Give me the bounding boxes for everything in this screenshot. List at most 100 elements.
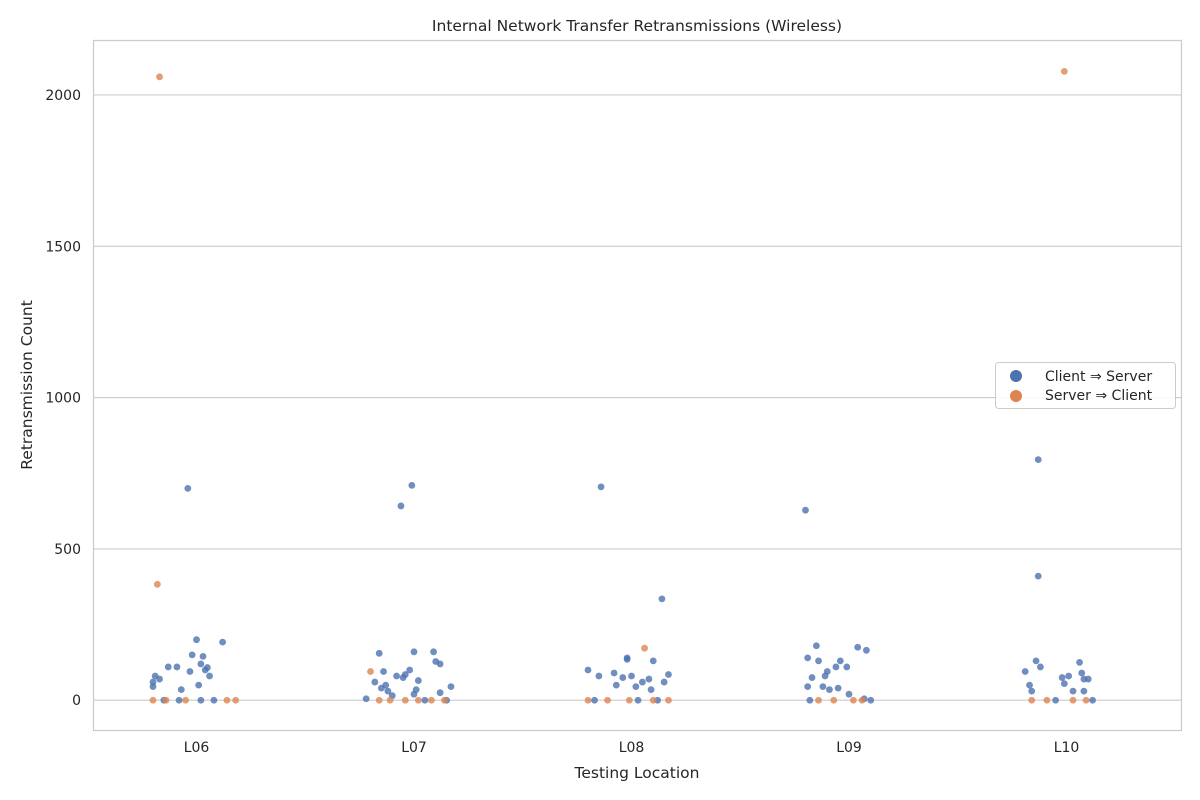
point-s0-104	[1089, 696, 1096, 704]
point-s0-96	[1065, 672, 1073, 680]
point-s0-34	[406, 666, 414, 674]
point-s1-7	[367, 668, 374, 675]
point-s0-77	[832, 663, 840, 671]
x-tick-label-l10: L10	[1054, 740, 1080, 756]
point-s0-91	[1034, 456, 1042, 464]
point-s0-50	[597, 483, 605, 491]
point-s0-78	[834, 684, 842, 692]
grid-lines	[93, 94, 1182, 701]
point-s0-84	[863, 646, 870, 654]
point-s1-28	[1082, 696, 1090, 704]
point-s0-71	[812, 642, 820, 650]
point-s0-73	[819, 683, 827, 691]
point-s0-10	[193, 636, 200, 644]
point-s0-23	[371, 678, 379, 686]
point-s0-85	[806, 696, 814, 704]
point-s1-9	[386, 696, 394, 704]
point-s1-16	[625, 696, 633, 704]
point-s1-14	[584, 696, 592, 704]
point-s0-5	[173, 663, 181, 671]
data-points	[149, 67, 1096, 704]
legend: Client ⇒ Server Server ⇒ Client	[995, 362, 1176, 409]
point-s0-39	[414, 677, 422, 684]
y-tick-label-4: 2000	[45, 88, 81, 104]
point-s0-7	[184, 484, 192, 492]
point-s0-79	[836, 657, 844, 665]
point-s0-36	[410, 648, 418, 656]
point-s1-24	[1028, 696, 1036, 704]
point-s1-19	[665, 696, 672, 704]
point-s0-16	[206, 672, 213, 680]
point-s1-2	[182, 696, 190, 704]
point-s1-17	[641, 644, 648, 652]
point-s0-26	[380, 668, 387, 675]
point-s0-58	[638, 678, 646, 686]
point-s0-30	[393, 672, 400, 680]
point-s1-18	[649, 696, 657, 704]
legend-marker-server-to-client	[1010, 390, 1022, 402]
point-s0-17	[219, 638, 227, 646]
point-s0-33	[401, 671, 409, 678]
point-s1-4	[232, 696, 240, 704]
y-tick-label-2: 1000	[45, 391, 81, 407]
point-s0-70	[808, 674, 816, 681]
point-s0-24	[375, 649, 383, 657]
point-s0-6	[177, 686, 185, 694]
point-s0-20	[197, 696, 205, 704]
y-tick-label-0: 0	[72, 693, 81, 709]
x-tick-label-l06: L06	[184, 740, 210, 756]
point-s1-26	[1060, 67, 1068, 75]
point-s1-8	[375, 696, 383, 704]
point-s0-75	[823, 668, 831, 675]
point-s0-65	[634, 696, 642, 704]
point-s0-88	[1026, 681, 1033, 689]
x-axis-title: Testing Location	[574, 764, 700, 782]
x-tick-label-l07: L07	[401, 740, 427, 756]
y-tick-label-1: 500	[54, 542, 81, 558]
point-s0-61	[649, 657, 657, 665]
point-s0-4	[164, 663, 172, 671]
point-s1-6	[153, 580, 161, 588]
point-s0-13	[199, 652, 207, 660]
point-s0-44	[447, 683, 455, 691]
point-s0-67	[802, 506, 809, 514]
legend-box	[995, 362, 1176, 409]
point-s0-8	[186, 668, 194, 675]
chart-title: Internal Network Transfer Retransmission…	[432, 17, 842, 35]
point-s0-92	[1034, 572, 1042, 580]
point-s0-68	[804, 654, 812, 662]
series-0	[149, 456, 1096, 704]
plot-area-frame	[92, 39, 1183, 732]
y-tick-label-3: 1500	[45, 239, 81, 255]
point-s0-81	[845, 690, 853, 698]
point-s0-57	[632, 683, 640, 691]
point-s0-35	[408, 481, 416, 489]
y-axis-ticks: 0 500 1000 1500 2000	[45, 88, 81, 709]
point-s0-55	[623, 655, 631, 663]
point-s0-97	[1069, 687, 1077, 695]
point-s0-40	[430, 648, 437, 656]
point-s0-11	[195, 681, 203, 689]
point-s0-53	[619, 674, 627, 681]
point-s0-9	[188, 651, 196, 659]
x-axis-ticks: L06 L07 L08 L09 L10	[184, 740, 1080, 756]
point-s1-3	[223, 696, 231, 704]
point-s0-49	[595, 672, 603, 680]
point-s0-95	[1060, 680, 1068, 687]
point-s0-19	[175, 696, 183, 704]
point-s0-89	[1028, 687, 1036, 695]
point-s0-12	[197, 660, 205, 668]
point-s1-12	[428, 696, 435, 704]
point-s0-45	[421, 696, 429, 704]
legend-label-server-to-client: Server ⇒ Client	[1045, 388, 1153, 404]
point-s0-59	[645, 675, 653, 683]
point-s1-13	[441, 696, 448, 704]
point-s0-21	[210, 696, 218, 704]
point-s0-51	[610, 669, 618, 677]
point-s0-100	[1080, 687, 1088, 695]
legend-label-client-to-server: Client ⇒ Server	[1045, 369, 1152, 385]
legend-marker-client-to-server	[1010, 370, 1022, 382]
point-s1-22	[849, 696, 857, 704]
point-s0-86	[867, 696, 875, 704]
point-s1-15	[604, 696, 611, 704]
